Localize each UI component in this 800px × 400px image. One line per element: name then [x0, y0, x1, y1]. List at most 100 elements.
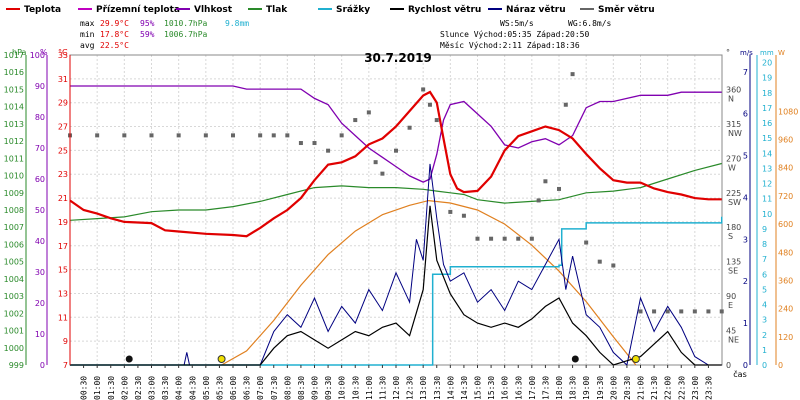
- temperature-tick-label: 27: [58, 123, 68, 132]
- wind-dir-point: [95, 133, 100, 138]
- rain-tick-label: 13: [762, 164, 772, 173]
- wind-dir-point: [448, 209, 453, 214]
- humidity-tick-label: 70: [35, 144, 45, 153]
- stats-ws: WS:5m/s: [500, 19, 534, 28]
- direction-tick-sub: N: [728, 94, 734, 103]
- stats-max-rain: 9.8mm: [225, 19, 249, 28]
- direction-tick-label: 225: [726, 189, 741, 198]
- temperature-tick-label: 31: [58, 75, 68, 84]
- rain-tick-label: 14: [762, 149, 772, 158]
- direction-tick-label: 90: [726, 292, 736, 301]
- pressure-tick-label: 1017: [4, 51, 24, 60]
- legend-label: Srážky: [336, 5, 370, 15]
- rain-tick-label: 6: [762, 270, 767, 279]
- rain-unit: mm: [760, 49, 774, 57]
- rain-tick-label: 18: [762, 89, 772, 98]
- legend-label: Vlhkost: [194, 5, 233, 15]
- temperature-tick-label: 21: [58, 194, 68, 203]
- direction-tick-label: 135: [726, 258, 741, 267]
- pressure-tick-label: 1000: [4, 344, 24, 353]
- sunrise-marker: [217, 355, 226, 363]
- solar-series: [221, 199, 637, 366]
- pressure-tick-label: 1014: [4, 103, 24, 112]
- legend-label: Teplota: [24, 5, 61, 15]
- wind-dir-point: [706, 309, 711, 314]
- wind-tick-label: 4: [743, 193, 748, 202]
- pressure-tick-label: 1012: [4, 137, 24, 146]
- stats-avg-temp: 22.5°C: [100, 41, 129, 50]
- wind-dir-point: [543, 179, 548, 184]
- wind-dir-point: [427, 102, 432, 107]
- rain-line: [70, 216, 723, 366]
- humidity-tick-label: 30: [35, 268, 45, 277]
- x-tick-label: 05:30: [215, 376, 224, 400]
- direction-tick-label: 360: [726, 85, 741, 94]
- x-tick-label: 12:00: [392, 376, 401, 400]
- wind-tick-label: 1: [743, 319, 748, 328]
- pressure-tick-label: 1013: [4, 120, 24, 129]
- direction-unit: °: [726, 48, 730, 57]
- pressure-tick-label: 1003: [4, 292, 24, 301]
- x-tick-label: 22:30: [677, 376, 686, 400]
- rain-tick-label: 19: [762, 74, 772, 83]
- stats-max-press: 1010.7hPa: [164, 19, 208, 28]
- x-tick-label: 04:00: [175, 376, 184, 400]
- solar-tick-label: 720: [778, 192, 793, 201]
- x-tick-label: 12:30: [406, 376, 415, 400]
- wind-tick-label: 3: [743, 235, 748, 244]
- pressure-tick-label: 1006: [4, 240, 24, 249]
- temperature-tick-label: 33: [58, 51, 68, 60]
- wind-dir-point: [312, 141, 317, 146]
- x-tick-label: 16:00: [501, 376, 510, 400]
- wind-dir-point: [353, 118, 358, 123]
- rain-tick-label: 15: [762, 134, 772, 143]
- x-tick-label: 01:30: [107, 376, 116, 400]
- direction-tick-sub: SW: [728, 198, 741, 207]
- chart-title: 30.7.2019: [364, 51, 432, 65]
- pressure-tick-label: 1016: [4, 68, 24, 77]
- stats-min-temp: 17.8°C: [100, 30, 129, 39]
- wind-tick-label: 2: [743, 277, 748, 286]
- temperature-line: [69, 90, 722, 238]
- direction-tick-sub: S: [728, 232, 733, 241]
- rain-tick-label: 4: [762, 301, 767, 310]
- x-tick-label: 22:00: [664, 376, 673, 400]
- x-tick-label: 23:30: [704, 376, 713, 400]
- wind-dir-point: [570, 72, 575, 77]
- humidity-tick-label: 60: [35, 175, 45, 184]
- x-axis-unit: čas: [733, 369, 746, 379]
- rain-tick-label: 1: [762, 346, 767, 355]
- wind-speed-series: [70, 205, 722, 366]
- wind-dir-point: [380, 171, 385, 176]
- rain-tick-label: 12: [762, 180, 772, 189]
- rain-tick-label: 0: [762, 361, 767, 370]
- x-tick-label: 21:00: [637, 376, 646, 400]
- rain-tick-label: 17: [762, 104, 772, 113]
- stats-avg-label: avg: [80, 41, 95, 50]
- x-tick-label: 10:30: [351, 376, 360, 400]
- wind-dir-point: [421, 87, 426, 92]
- x-tick-label: 14:30: [460, 376, 469, 400]
- pressure-tick-label: 1001: [4, 327, 24, 336]
- wind-dir-point: [298, 141, 303, 146]
- x-tick-label: 20:30: [623, 376, 632, 400]
- solar-tick-label: 240: [778, 305, 793, 314]
- pressure-tick-label: 999: [9, 361, 24, 370]
- x-tick-label: 11:00: [365, 376, 374, 400]
- direction-tick-sub: NE: [728, 336, 739, 345]
- wind-dir-point: [366, 110, 371, 115]
- pressure-tick-label: 1005: [4, 258, 24, 267]
- wind-dir-point: [536, 198, 541, 203]
- x-tick-label: 01:00: [93, 376, 102, 400]
- wind-dir-point: [122, 133, 127, 138]
- direction-tick-label: 45: [726, 327, 736, 336]
- humidity-line: [70, 85, 722, 183]
- pressure-series: [69, 162, 722, 221]
- rain-tick-label: 5: [762, 285, 767, 294]
- x-tick-label: 19:00: [582, 376, 591, 400]
- x-tick-label: 06:30: [243, 376, 252, 400]
- pressure-tick-label: 1015: [4, 85, 24, 94]
- pressure-tick-label: 1007: [4, 223, 24, 232]
- pressure-tick-label: 1002: [4, 309, 24, 318]
- solar-tick-label: 1080: [778, 107, 798, 116]
